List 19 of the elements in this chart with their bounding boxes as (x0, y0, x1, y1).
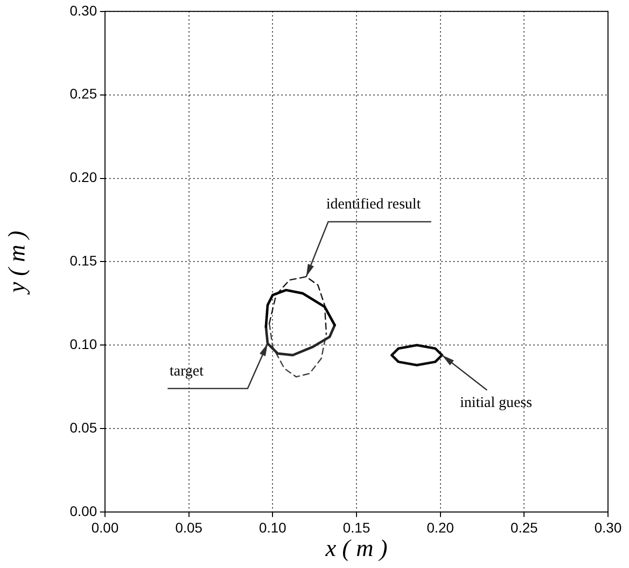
x-tick-label: 0.25 (510, 519, 538, 536)
annotation: initial guess (460, 395, 532, 412)
y-tick-label: 0.15 (70, 252, 98, 269)
annotation: target (170, 363, 204, 380)
y-tick-label: 0.20 (70, 169, 98, 186)
x-tick-label: 0.30 (594, 519, 622, 536)
y-tick-label: 0.25 (70, 86, 98, 102)
y-tick-label: 0.10 (70, 336, 98, 352)
x-axis-title: x ( m ) (324, 536, 388, 562)
x-tick-label: 0.20 (426, 519, 454, 536)
x-tick-label: 0.10 (259, 519, 287, 536)
annotation: identified result (326, 196, 422, 213)
x-tick-label: 0.05 (175, 519, 203, 536)
y-axis-title: y ( m ) (4, 230, 31, 295)
y-tick-label: 0.00 (70, 502, 98, 519)
y-tick-label: 0.30 (70, 2, 98, 18)
y-tick-label: 0.05 (70, 419, 98, 436)
x-tick-label: 0.00 (91, 519, 119, 536)
x-tick-label: 0.15 (342, 519, 370, 536)
